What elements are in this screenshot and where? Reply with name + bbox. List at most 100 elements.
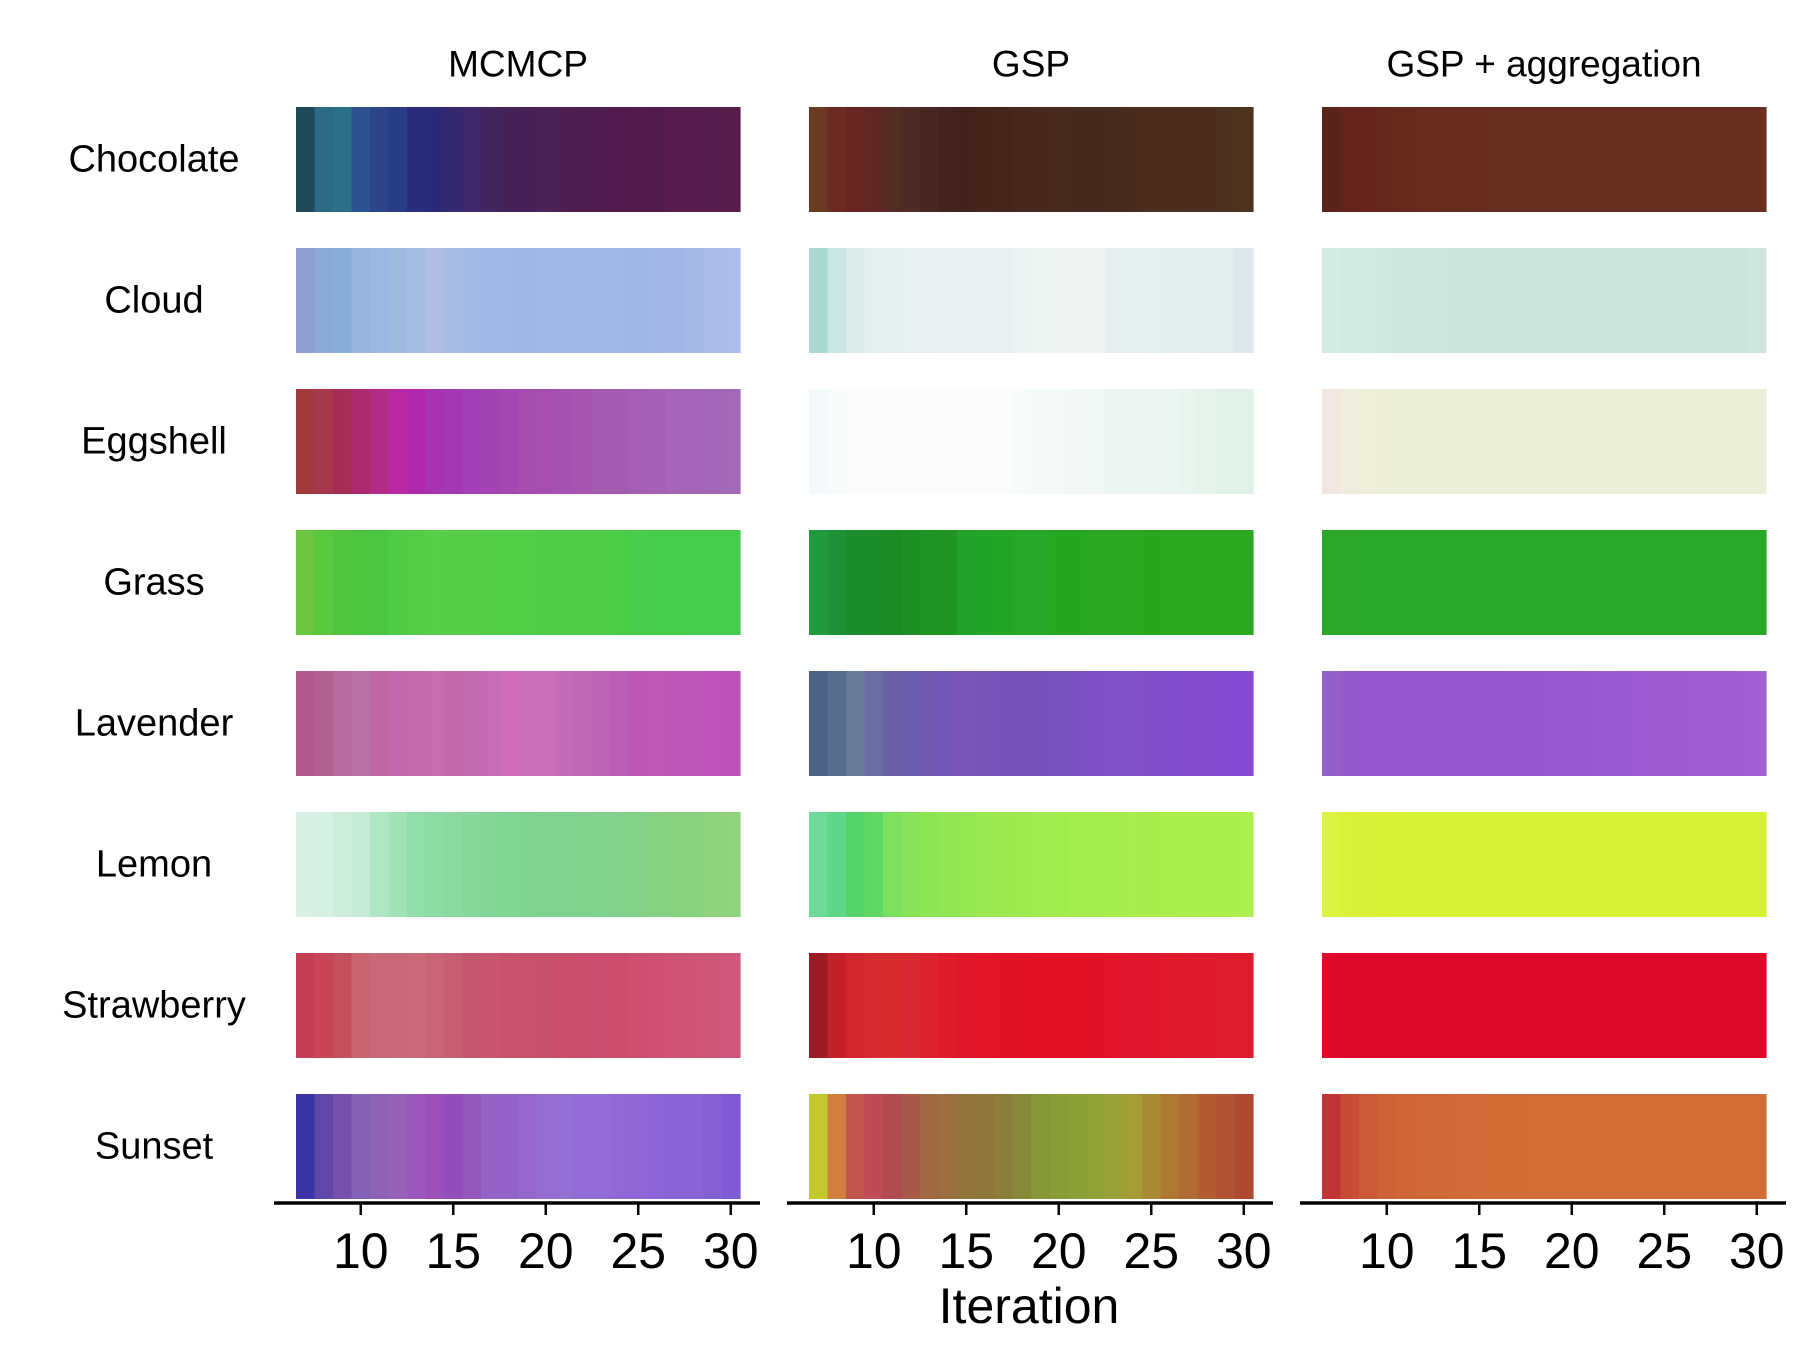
cell-mcmcp-cloud-1: [296, 248, 316, 353]
cell-mcmcp-lemon-20: [647, 812, 667, 917]
cell-mcmcp-lemon-9: [444, 812, 464, 917]
cell-gsp-eggshell-22: [1197, 389, 1217, 494]
cell-gsp-lemon-22: [1197, 812, 1217, 917]
cell-gsp-aggregation-lavender-2: [1340, 671, 1360, 776]
cell-gsp-eggshell-23: [1216, 389, 1236, 494]
cell-gsp-sunset-2: [827, 1094, 847, 1199]
cell-gsp-eggshell-1: [809, 389, 829, 494]
cell-gsp-aggregation-lemon-24: [1747, 812, 1767, 917]
cell-gsp-grass-1: [809, 530, 829, 635]
cell-gsp-sunset-23: [1216, 1094, 1236, 1199]
cell-gsp-aggregation-chocolate-9: [1470, 107, 1490, 212]
cell-gsp-aggregation-strawberry-5: [1396, 953, 1416, 1058]
cell-gsp-aggregation-lemon-15: [1581, 812, 1601, 917]
cell-mcmcp-lavender-18: [610, 671, 630, 776]
cell-mcmcp-grass-3: [333, 530, 353, 635]
cell-gsp-aggregation-sunset-9: [1470, 1094, 1490, 1199]
cell-mcmcp-lemon-10: [462, 812, 482, 917]
cell-gsp-cloud-21: [1179, 248, 1199, 353]
cell-mcmcp-lemon-5: [370, 812, 390, 917]
cell-gsp-aggregation-eggshell-13: [1544, 389, 1564, 494]
cell-mcmcp-strawberry-19: [629, 953, 649, 1058]
cell-mcmcp-sunset-14: [536, 1094, 556, 1199]
cell-gsp-chocolate-2: [827, 107, 847, 212]
cell-gsp-grass-6: [901, 530, 921, 635]
cell-gsp-grass-12: [1012, 530, 1032, 635]
row-label-chocolate: Chocolate: [68, 139, 239, 181]
cell-gsp-lavender-10: [975, 671, 995, 776]
cell-gsp-lemon-23: [1216, 812, 1236, 917]
cell-gsp-aggregation-chocolate-24: [1747, 107, 1767, 212]
cell-gsp-aggregation-sunset-1: [1322, 1094, 1342, 1199]
cell-gsp-lemon-6: [901, 812, 921, 917]
cell-gsp-aggregation-lavender-22: [1710, 671, 1730, 776]
cell-mcmcp-lavender-3: [333, 671, 353, 776]
cell-gsp-aggregation-cloud-1: [1322, 248, 1342, 353]
cell-mcmcp-lemon-3: [333, 812, 353, 917]
cell-mcmcp-grass-5: [370, 530, 390, 635]
cell-gsp-strawberry-18: [1123, 953, 1143, 1058]
cell-gsp-aggregation-strawberry-13: [1544, 953, 1564, 1058]
cell-gsp-aggregation-cloud-19: [1655, 248, 1675, 353]
cell-gsp-eggshell-15: [1068, 389, 1088, 494]
cell-gsp-cloud-23: [1216, 248, 1236, 353]
cell-gsp-aggregation-lavender-11: [1507, 671, 1527, 776]
cell-gsp-lavender-6: [901, 671, 921, 776]
cell-mcmcp-chocolate-18: [610, 107, 630, 212]
cell-gsp-lavender-22: [1197, 671, 1217, 776]
cell-gsp-aggregation-strawberry-22: [1710, 953, 1730, 1058]
cell-mcmcp-chocolate-10: [462, 107, 482, 212]
cell-gsp-aggregation-lemon-18: [1636, 812, 1656, 917]
cell-mcmcp-strawberry-23: [703, 953, 723, 1058]
cell-mcmcp-lavender-7: [407, 671, 427, 776]
cell-gsp-cloud-13: [1031, 248, 1051, 353]
cell-mcmcp-eggshell-15: [555, 389, 575, 494]
cell-gsp-eggshell-8: [938, 389, 958, 494]
cell-gsp-lemon-9: [957, 812, 977, 917]
cell-gsp-aggregation-chocolate-20: [1673, 107, 1693, 212]
cell-gsp-chocolate-14: [1049, 107, 1069, 212]
cell-gsp-grass-7: [920, 530, 940, 635]
panel-title-gsp-aggregation: GSP + aggregation: [1386, 44, 1701, 85]
cell-gsp-chocolate-17: [1105, 107, 1125, 212]
cell-mcmcp-lemon-15: [555, 812, 575, 917]
cell-gsp-chocolate-15: [1068, 107, 1088, 212]
cell-gsp-strawberry-19: [1142, 953, 1162, 1058]
cell-gsp-aggregation-cloud-20: [1673, 248, 1693, 353]
cell-mcmcp-chocolate-9: [444, 107, 464, 212]
cell-mcmcp-lemon-14: [536, 812, 556, 917]
cell-gsp-aggregation-sunset-20: [1673, 1094, 1693, 1199]
cell-gsp-grass-23: [1216, 530, 1236, 635]
cell-mcmcp-grass-23: [703, 530, 723, 635]
cell-gsp-sunset-3: [846, 1094, 866, 1199]
cell-mcmcp-lemon-18: [610, 812, 630, 917]
cell-mcmcp-eggshell-13: [518, 389, 538, 494]
cell-mcmcp-lavender-14: [536, 671, 556, 776]
cell-gsp-sunset-9: [957, 1094, 977, 1199]
cell-gsp-lemon-1: [809, 812, 829, 917]
cell-gsp-lavender-1: [809, 671, 829, 776]
cell-gsp-aggregation-eggshell-11: [1507, 389, 1527, 494]
cell-gsp-aggregation-lavender-6: [1414, 671, 1434, 776]
cell-mcmcp-grass-7: [407, 530, 427, 635]
cell-mcmcp-strawberry-14: [536, 953, 556, 1058]
cell-mcmcp-lemon-6: [388, 812, 408, 917]
cell-gsp-aggregation-strawberry-14: [1562, 953, 1582, 1058]
cell-mcmcp-lemon-11: [481, 812, 501, 917]
cell-mcmcp-eggshell-12: [499, 389, 519, 494]
row-label-cloud: Cloud: [104, 280, 203, 322]
cell-mcmcp-grass-22: [684, 530, 704, 635]
cell-mcmcp-cloud-10: [462, 248, 482, 353]
cell-mcmcp-sunset-17: [592, 1094, 612, 1199]
cell-gsp-strawberry-23: [1216, 953, 1236, 1058]
cell-gsp-aggregation-lavender-10: [1488, 671, 1508, 776]
cell-gsp-eggshell-11: [994, 389, 1014, 494]
cell-gsp-aggregation-grass-20: [1673, 530, 1693, 635]
cell-gsp-lavender-20: [1160, 671, 1180, 776]
cell-mcmcp-grass-20: [647, 530, 667, 635]
cell-gsp-lavender-23: [1216, 671, 1236, 776]
cell-gsp-aggregation-strawberry-8: [1451, 953, 1471, 1058]
cell-gsp-grass-24: [1234, 530, 1254, 635]
cell-gsp-cloud-10: [975, 248, 995, 353]
cell-gsp-aggregation-sunset-21: [1692, 1094, 1712, 1199]
